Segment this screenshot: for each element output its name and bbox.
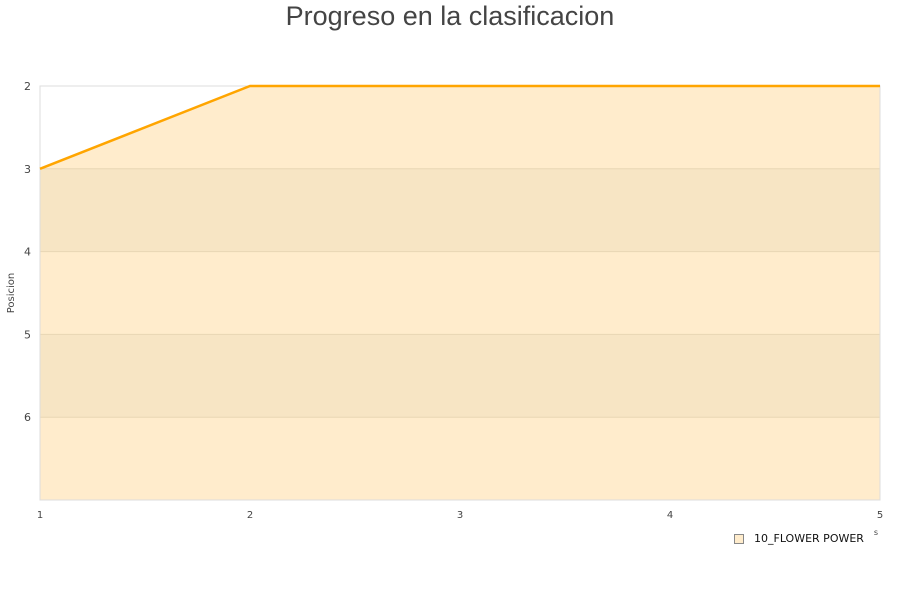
legend: 10_FLOWER POWER [734,532,864,545]
legend-swatch [734,533,744,544]
y-axis-label: Posicion [6,273,17,314]
grid-band [40,334,880,418]
x-axis-label: s [874,528,878,537]
series-line [39,84,880,170]
x-tick-label: 4 [667,510,673,521]
x-tick-label: 1 [37,510,43,521]
grid-band [40,168,880,252]
legend-label: 10_FLOWER POWER [754,532,864,545]
y-tick-label: 2 [24,80,31,93]
chart-title: Progreso en la clasificacion [285,1,615,31]
y-tick-label: 4 [24,246,31,259]
y-tick-label: 6 [24,411,31,424]
x-tick-label: 5 [877,510,883,521]
y-tick-label: 5 [24,328,31,341]
x-tick-label: 2 [247,510,253,521]
area-fill [40,86,880,500]
x-tick-label: 3 [457,510,463,521]
y-tick-label: 3 [24,163,31,176]
